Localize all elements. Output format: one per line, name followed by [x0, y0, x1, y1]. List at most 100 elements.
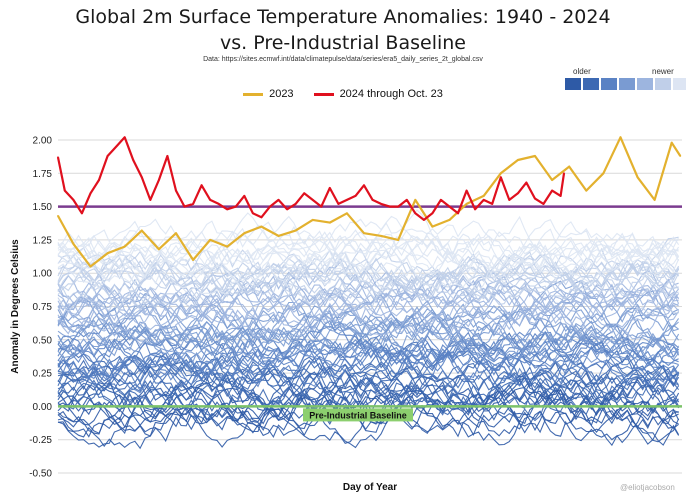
data-point — [337, 203, 340, 205]
data-point — [534, 155, 536, 157]
data-point — [465, 203, 468, 205]
data-point — [328, 221, 331, 224]
historical-year-line — [57, 249, 680, 305]
historical-year-line — [57, 286, 680, 346]
historical-year-line — [57, 345, 679, 392]
data-point — [72, 199, 75, 201]
data-point — [294, 229, 297, 232]
historical-year-line — [57, 340, 680, 397]
ramp-swatch — [637, 78, 653, 90]
data-point — [243, 232, 246, 235]
historical-year-line — [57, 330, 679, 378]
y-tick-label: 0.00 — [33, 402, 53, 413]
data-point — [209, 199, 212, 201]
data-point — [149, 199, 152, 201]
historical-year-line — [57, 331, 679, 376]
historical-year-line — [57, 394, 679, 448]
data-point — [277, 199, 280, 201]
historical-year-line — [57, 290, 679, 357]
data-point — [106, 155, 109, 157]
data-point — [465, 189, 468, 192]
data-point — [89, 265, 92, 268]
baseline-label-box — [303, 408, 413, 422]
watermark: @eliotjacobson — [620, 483, 675, 492]
baseline-label: Pre-Industrial Baseline — [309, 410, 407, 420]
historical-year-line — [57, 272, 680, 325]
historical-year-line — [57, 209, 680, 267]
data-point — [209, 239, 212, 241]
data-point — [123, 136, 126, 139]
data-point — [140, 229, 143, 232]
data-point — [157, 179, 160, 181]
historical-year-line — [57, 332, 680, 388]
data-point — [346, 199, 348, 201]
data-point — [57, 156, 59, 159]
data-point — [474, 208, 477, 211]
data-point — [260, 216, 263, 219]
data-point — [132, 159, 135, 161]
data-point — [243, 195, 246, 197]
data-point — [140, 176, 143, 179]
data-point — [448, 219, 451, 221]
data-point — [457, 212, 459, 215]
data-point — [57, 215, 59, 217]
data-point — [585, 189, 588, 192]
data-point — [269, 205, 271, 208]
data-point — [123, 245, 126, 248]
data-point — [157, 248, 160, 251]
data-point — [175, 232, 177, 235]
data-point — [534, 197, 536, 200]
historical-year-line — [57, 231, 680, 289]
data-point — [397, 239, 400, 241]
data-point — [81, 212, 83, 215]
data-point — [192, 203, 194, 205]
x-axis-label: Day of Year — [343, 482, 397, 493]
historical-year-line — [57, 221, 679, 285]
data-point — [286, 208, 288, 211]
data-point — [380, 203, 383, 205]
historical-year-line — [57, 312, 680, 361]
historical-year-line — [57, 370, 679, 420]
data-point — [363, 232, 365, 235]
historical-year-line — [57, 239, 680, 295]
data-point — [542, 203, 545, 205]
data-point — [508, 199, 511, 201]
y-tick-label: 1.50 — [33, 202, 53, 213]
data-point — [568, 165, 571, 168]
data-point — [217, 203, 220, 205]
data-point — [200, 184, 203, 187]
data-point — [559, 195, 562, 197]
historical-year-line — [57, 361, 679, 416]
ramp-swatch — [619, 78, 635, 90]
data-point — [431, 212, 434, 215]
data-point — [499, 176, 502, 179]
data-point — [363, 184, 365, 187]
data-point — [516, 159, 519, 161]
y-tick-label: 1.00 — [33, 269, 53, 280]
chart-title: Global 2m Surface Temperature Anomalies:… — [75, 6, 611, 28]
historical-year-line — [57, 236, 679, 291]
historical-year-line — [57, 300, 680, 357]
chart-subtitle: vs. Pre-Industrial Baseline — [220, 32, 466, 54]
data-point — [311, 219, 314, 221]
legend-item-2024: 2024 through Oct. 23 — [313, 88, 443, 100]
data-point — [405, 199, 408, 201]
historical-year-line — [57, 359, 680, 408]
ramp-newer-label: newer — [652, 67, 674, 76]
y-tick-label: 1.25 — [33, 235, 53, 246]
historical-year-line — [57, 307, 680, 351]
data-point — [482, 199, 485, 201]
data-point — [440, 199, 442, 201]
series-line — [57, 136, 682, 268]
data-point — [354, 195, 357, 197]
data-point — [380, 235, 383, 237]
data-point — [551, 189, 553, 192]
data-point — [183, 205, 186, 208]
historical-year-line — [57, 358, 680, 409]
y-tick-label: 2.00 — [33, 136, 53, 147]
data-point — [414, 199, 417, 201]
historical-year-line — [57, 247, 679, 311]
data-point — [414, 212, 417, 215]
historical-year-line — [57, 215, 680, 268]
data-point — [89, 192, 92, 195]
